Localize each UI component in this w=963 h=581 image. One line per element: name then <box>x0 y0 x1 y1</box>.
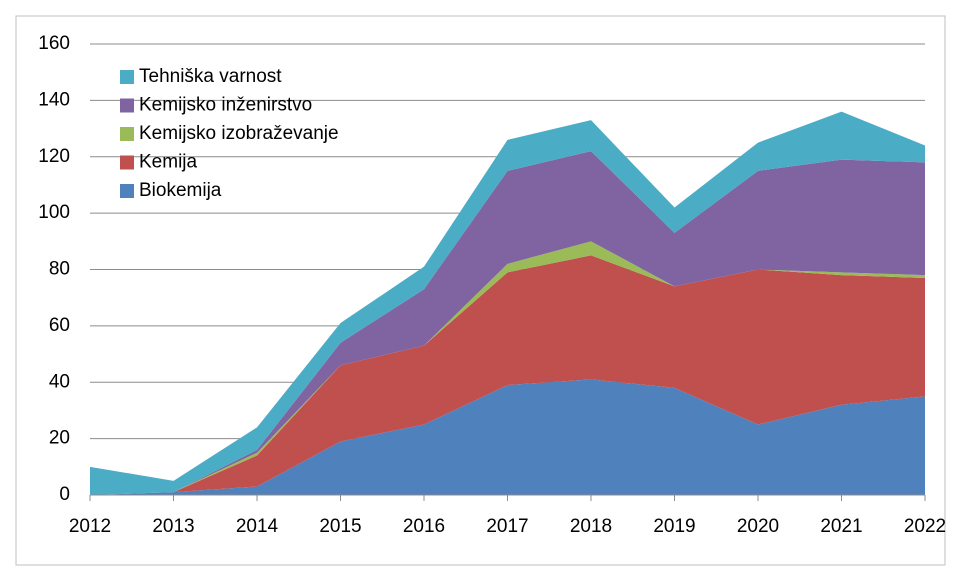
legend-swatch <box>120 98 134 113</box>
x-tick-label: 2021 <box>820 516 862 537</box>
x-tick-label: 2014 <box>236 516 279 537</box>
x-tick-label: 2019 <box>653 516 695 537</box>
x-tick-label: 2013 <box>152 516 194 537</box>
legend-swatch <box>120 127 134 141</box>
x-tick-label: 2012 <box>69 516 111 537</box>
legend-swatch <box>120 70 134 84</box>
y-tick-label: 40 <box>49 371 70 392</box>
area <box>90 151 925 496</box>
y-tick-label: 120 <box>38 146 70 167</box>
legend-swatch <box>120 155 134 170</box>
x-tick-label: 2020 <box>737 516 779 537</box>
y-tick-label: 160 <box>38 33 70 54</box>
legend-label: Kemijsko inženirstvo <box>139 95 312 116</box>
legend-label: Tehniška varnost <box>139 66 282 87</box>
y-tick-label: 60 <box>49 315 70 336</box>
y-tick-label: 20 <box>49 428 70 449</box>
area <box>90 111 925 496</box>
y-tick-label: 80 <box>49 259 70 280</box>
x-tick-label: 2017 <box>486 516 528 537</box>
x-tick-label: 2016 <box>403 516 445 537</box>
legend-swatch <box>120 184 134 198</box>
x-tick-label: 2022 <box>904 516 946 537</box>
y-tick-label: 100 <box>38 202 70 223</box>
legend-label: Kemijsko izobraževanje <box>139 123 339 144</box>
legend-label: Biokemija <box>139 180 222 201</box>
area <box>90 379 925 495</box>
area <box>90 255 925 495</box>
y-tick-label: 140 <box>38 89 70 110</box>
x-tick-label: 2018 <box>570 516 612 537</box>
legend-label: Kemija <box>139 152 198 173</box>
y-tick-label: 0 <box>59 484 70 505</box>
x-tick-label: 2015 <box>319 516 361 537</box>
